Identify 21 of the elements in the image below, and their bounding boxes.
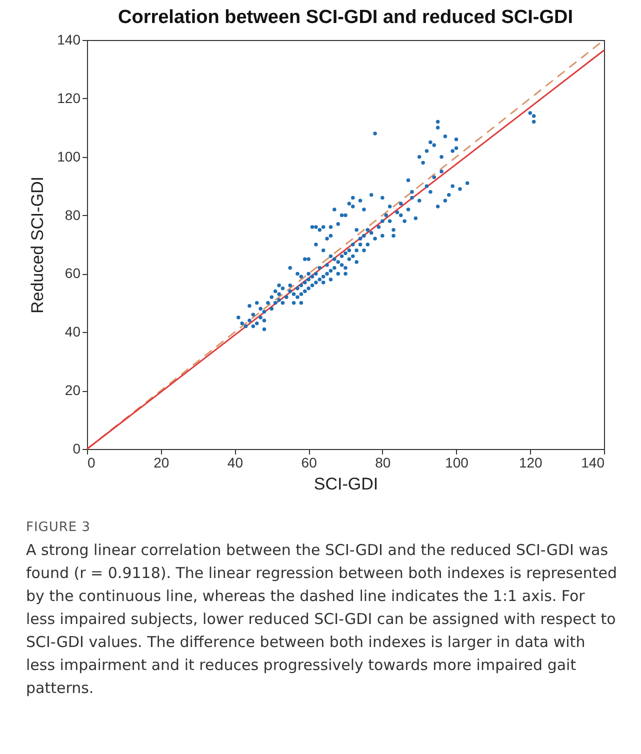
x-tick-label: 80 bbox=[375, 454, 391, 470]
y-tick-label: 0 bbox=[72, 440, 81, 456]
caption: FIGURE 3 bbox=[26, 519, 92, 537]
x-tick-label: 20 bbox=[154, 454, 170, 470]
x-tick-label: 120 bbox=[518, 454, 543, 470]
x-tick-label: 100 bbox=[445, 454, 469, 470]
x-tick-label: 60 bbox=[301, 454, 318, 470]
y-tick-label: 120 bbox=[57, 90, 81, 106]
x-axis-title: SCI-GDI bbox=[314, 474, 378, 494]
x-tick-label: 0 bbox=[88, 454, 96, 470]
y-tick-label: 60 bbox=[64, 265, 81, 282]
y-tick-label: 80 bbox=[64, 206, 81, 223]
x-tick-label: 140 bbox=[581, 454, 605, 470]
y-axis-title: Reduced SCI-GDI bbox=[28, 176, 48, 314]
x-tick-label: 40 bbox=[227, 454, 244, 470]
y-tick-label: 140 bbox=[57, 32, 81, 48]
chart-title: Correlation between SCI-GDI and reduced SCI-GDI bbox=[118, 7, 574, 28]
text: A strong linear correlation between the SCI-GDI and the reduced SCI-GDI was found (r = 0.9118). The linear regression between both indexes is represented by the continuous line, whereas the dashed line indicates the 1:1 axis. For less impaired subjects, lower reduced SCI-GDI can be assigned with respect to SCI-GDI values. The difference between both indexes is larger in data with less impairment and it reduces progressively towards more impaired gait patterns. bbox=[26, 540, 617, 699]
y-tick-label: 100 bbox=[57, 148, 81, 164]
y-tick-label: 40 bbox=[64, 324, 81, 340]
y-tick-label: 20 bbox=[64, 382, 81, 398]
